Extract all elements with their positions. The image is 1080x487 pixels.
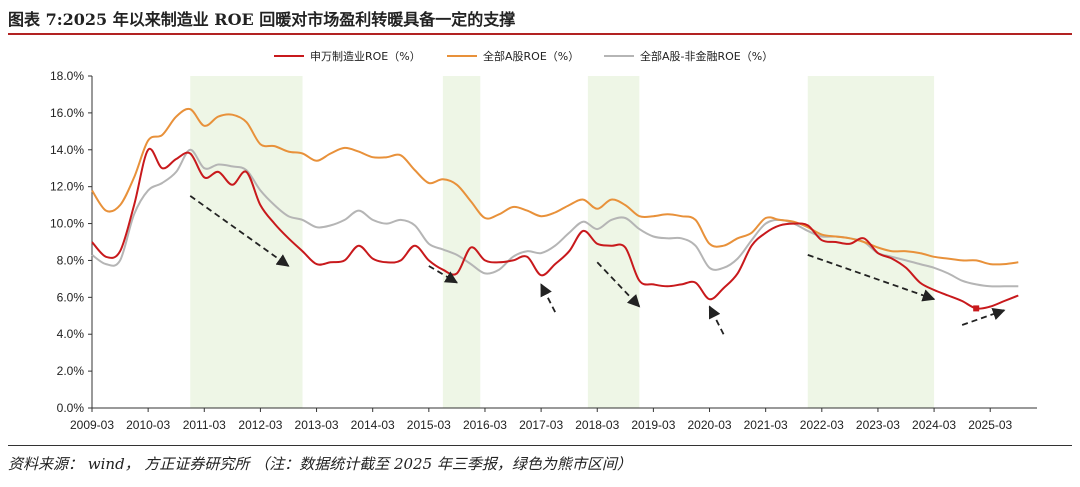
series-layer bbox=[91, 107, 1019, 312]
legend: 申万制造业ROE（%） 全部A股ROE（%） 全部A股-非金融ROE（%） bbox=[274, 49, 773, 63]
y-tick-label: 8.0% bbox=[57, 253, 85, 267]
legend-label-2: 全部A股-非金融ROE（%） bbox=[640, 49, 773, 63]
y-tick-label: 14.0% bbox=[50, 143, 84, 157]
x-tick-label: 2018-03 bbox=[575, 418, 619, 432]
x-tick-label: 2011-03 bbox=[183, 418, 226, 432]
axes: 0.0% 2.0% 4.0% 6.0% 8.0% 10.0% 12.0% 14.0% 16.0%… bbox=[50, 69, 1037, 432]
series-line-1 bbox=[91, 107, 1019, 266]
x-tick-label: 2009-03 bbox=[70, 418, 114, 432]
x-tick-label: 2025-03 bbox=[968, 418, 1012, 432]
title-divider bbox=[8, 33, 1072, 35]
series-line-0 bbox=[91, 147, 1019, 310]
roe-line-chart: 0.0% 2.0% 4.0% 6.0% 8.0% 10.0% 12.0% 14.0% 16.0%… bbox=[50, 49, 1037, 432]
trend-arrow-5 bbox=[807, 254, 936, 302]
x-tick-label: 2013-03 bbox=[295, 418, 339, 432]
trend-arrow-0 bbox=[189, 195, 290, 267]
trend-arrow-2 bbox=[540, 283, 556, 313]
x-tick-label: 2014-03 bbox=[351, 418, 395, 432]
y-tick-label: 0.0% bbox=[57, 401, 85, 415]
trough-marker bbox=[973, 305, 980, 312]
bear-band-1 bbox=[442, 76, 481, 408]
y-tick-label: 12.0% bbox=[50, 180, 84, 194]
bear-market-bands bbox=[190, 76, 935, 408]
x-tick-label: 2010-03 bbox=[126, 418, 170, 432]
legend-label-0: 申万制造业ROE（%） bbox=[310, 49, 421, 63]
y-tick-label: 2.0% bbox=[57, 364, 85, 378]
annotation-layer bbox=[189, 195, 1006, 335]
source-note: 资料来源： wind， 方正证券研究所 （注：数据统计截至 2025 年三季报，… bbox=[8, 455, 632, 473]
y-tick-label: 18.0% bbox=[50, 69, 84, 83]
figure-title: 图表 7:2025 年以来制造业 ROE 回暖对市场盈利转暖具备一定的支撑 bbox=[8, 10, 516, 29]
trend-arrow-3 bbox=[596, 261, 641, 308]
x-tick-label: 2017-03 bbox=[519, 418, 563, 432]
x-tick-label: 2021-03 bbox=[744, 418, 788, 432]
trend-arrow-6 bbox=[961, 308, 1006, 326]
x-tick-label: 2016-03 bbox=[463, 418, 507, 432]
x-tick-label: 2019-03 bbox=[631, 418, 675, 432]
y-tick-label: 10.0% bbox=[50, 217, 84, 231]
y-tick-label: 16.0% bbox=[50, 106, 84, 120]
y-tick-label: 4.0% bbox=[57, 327, 85, 341]
bear-band-0 bbox=[190, 76, 303, 408]
x-tick-label: 2015-03 bbox=[407, 418, 451, 432]
trend-arrow-4 bbox=[708, 305, 725, 335]
legend-label-1: 全部A股ROE（%） bbox=[483, 49, 579, 63]
x-tick-label: 2024-03 bbox=[912, 418, 956, 432]
y-tick-label: 6.0% bbox=[57, 290, 85, 304]
x-tick-label: 2020-03 bbox=[688, 418, 732, 432]
source-divider bbox=[8, 445, 1072, 446]
x-tick-label: 2012-03 bbox=[238, 418, 282, 432]
bear-band-2 bbox=[587, 76, 640, 408]
x-tick-label: 2022-03 bbox=[800, 418, 844, 432]
x-tick-label: 2023-03 bbox=[856, 418, 900, 432]
trend-arrow-1 bbox=[428, 265, 458, 284]
